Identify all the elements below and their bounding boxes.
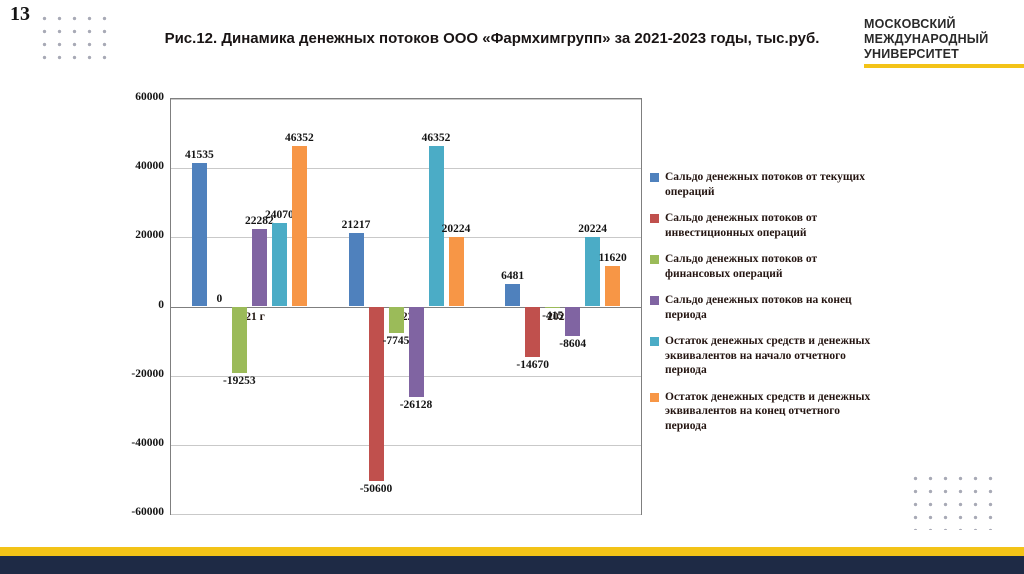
bar bbox=[408, 306, 424, 397]
bar bbox=[605, 266, 621, 307]
legend-swatch bbox=[650, 392, 659, 402]
bottom-navy-stripe bbox=[0, 556, 1024, 574]
bar-value-label: -8604 bbox=[559, 338, 587, 351]
logo-line-3: УНИВЕРСИТЕТ bbox=[864, 47, 959, 61]
page-number: 13 bbox=[10, 3, 30, 25]
legend-swatch bbox=[650, 255, 659, 264]
bar bbox=[428, 146, 444, 307]
bar bbox=[348, 233, 364, 307]
legend-label: Сальдо денежных потоков на конец периода bbox=[665, 294, 852, 321]
legend-item: Сальдо денежных потоков от финансовых оп… bbox=[650, 252, 890, 281]
logo-line-1: МОСКОВСКИЙ bbox=[864, 17, 956, 31]
bar bbox=[565, 306, 581, 337]
bar-value-label: 24070 bbox=[264, 209, 294, 222]
bar-value-label: -19253 bbox=[223, 375, 256, 388]
logo-line-2: МЕЖДУНАРОДНЫЙ bbox=[864, 32, 989, 46]
y-axis-tick-label: 60000 bbox=[135, 91, 164, 103]
legend-item: Остаток денежных средств и денежных экви… bbox=[650, 390, 890, 434]
category-label: 2022 г bbox=[390, 310, 422, 323]
bar-value-label: 20224 bbox=[578, 222, 608, 235]
bar bbox=[251, 229, 267, 307]
bar bbox=[505, 284, 521, 307]
y-axis-tick-label: 0 bbox=[158, 298, 164, 311]
bar-value-label: 21217 bbox=[341, 219, 371, 232]
bar-value-label: 46352 bbox=[421, 132, 451, 145]
bar-value-label: 0 bbox=[216, 292, 223, 305]
legend-item: Сальдо денежных потоков на конец периода bbox=[650, 293, 890, 322]
legend-swatch bbox=[650, 173, 659, 182]
legend-label: Сальдо денежных потоков от финансовых оп… bbox=[665, 253, 818, 280]
gridline bbox=[171, 168, 641, 170]
figure-title: Рис.12. Динамика денежных потоков ООО «Ф… bbox=[164, 30, 820, 47]
bottom-yellow-stripe bbox=[0, 547, 1024, 556]
legend-swatch bbox=[650, 214, 659, 223]
y-axis: 60000 40000 20000 0 -20000 -40000 -60000 bbox=[102, 91, 164, 518]
chart-legend: Сальдо денежных потоков от текущих опера… bbox=[650, 170, 890, 445]
legend-label: Остаток денежных средств и денежных экви… bbox=[665, 390, 871, 432]
plot-area: 2021 г 41535 0 -19253 22282 24070 46352 2022 г 2… bbox=[170, 98, 642, 515]
y-axis-tick-label: -40000 bbox=[131, 436, 164, 449]
bar-value-label: -14670 bbox=[516, 359, 549, 372]
category-label: 2021 г bbox=[233, 310, 265, 323]
bar-value-label: -415 bbox=[542, 309, 564, 322]
bar bbox=[271, 223, 287, 307]
legend-label: Сальдо денежных потоков от текущих опера… bbox=[665, 171, 866, 198]
bar-value-label: -26128 bbox=[399, 398, 433, 411]
bar bbox=[545, 306, 561, 308]
bar-value-label: -50600 bbox=[359, 483, 393, 496]
bar bbox=[448, 236, 464, 307]
y-axis-tick-label: 40000 bbox=[135, 160, 164, 173]
bar-value-label: 46352 bbox=[284, 132, 314, 145]
y-axis-tick-label: -20000 bbox=[131, 367, 164, 380]
legend-label: Сальдо денежных потоков от инвестиционны… bbox=[665, 212, 818, 239]
gridline bbox=[171, 514, 641, 515]
bar-value-label: 41535 bbox=[184, 148, 214, 161]
bar bbox=[388, 306, 404, 334]
legend-swatch bbox=[650, 296, 659, 305]
bar bbox=[525, 306, 541, 358]
legend-label: Остаток денежных средств и денежных экви… bbox=[665, 335, 871, 376]
bar bbox=[585, 236, 601, 307]
university-logo: МОСКОВСКИЙ МЕЖДУНАРОДНЫЙ УНИВЕРСИТЕТ bbox=[864, 17, 988, 62]
gridline bbox=[171, 237, 641, 239]
legend-swatch bbox=[650, 337, 659, 346]
bar bbox=[191, 162, 207, 307]
zero-axis-line bbox=[171, 306, 641, 308]
gridline bbox=[171, 375, 641, 377]
bar-value-label: 22282 bbox=[244, 215, 274, 228]
bar bbox=[231, 306, 247, 374]
bar bbox=[368, 306, 384, 482]
decorative-dots-bottom-right bbox=[908, 472, 1000, 530]
bar-value-label: 20224 bbox=[441, 222, 471, 235]
gridline bbox=[171, 99, 641, 100]
y-axis-tick-label: -60000 bbox=[131, 506, 164, 518]
cash-flow-bar-chart: 60000 40000 20000 0 -20000 -40000 -60000 2021 … bbox=[131, 91, 642, 518]
logo-accent-underline bbox=[864, 64, 1024, 68]
legend-item: Сальдо денежных потоков от инвестиционны… bbox=[650, 211, 890, 240]
bar bbox=[291, 146, 307, 307]
legend-item: Остаток денежных средств и денежных экви… bbox=[650, 334, 890, 378]
bar-value-label: 11620 bbox=[598, 252, 627, 265]
y-axis-tick-label: 20000 bbox=[135, 229, 164, 242]
decorative-dots-top-left bbox=[37, 12, 111, 66]
bar-value-label: -7745 bbox=[382, 335, 410, 348]
gridline bbox=[171, 444, 641, 446]
bar-value-label: 6481 bbox=[501, 270, 525, 283]
legend-item: Сальдо денежных потоков от текущих опера… bbox=[650, 170, 890, 199]
